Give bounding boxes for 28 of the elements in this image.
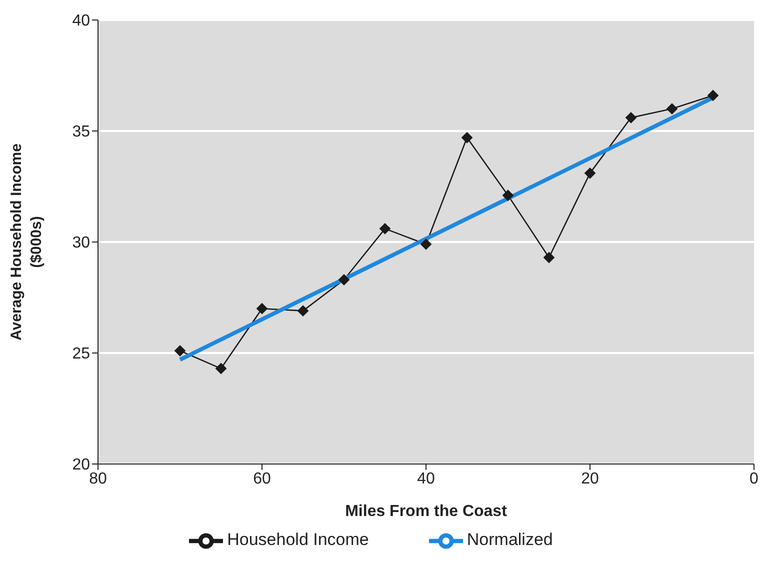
point	[256, 303, 268, 314]
point	[544, 252, 554, 264]
x-axis-title: Miles From the Coast	[345, 503, 508, 520]
legend-label: Household Income	[227, 530, 369, 550]
point	[420, 238, 432, 250]
point	[666, 103, 678, 114]
x-tick-label: 0	[750, 470, 759, 488]
y-tick-label: 20	[72, 456, 90, 474]
point	[708, 90, 718, 101]
x-tick-label: 20	[581, 470, 599, 488]
point	[584, 168, 596, 179]
point	[626, 112, 636, 124]
point	[502, 190, 514, 201]
point	[338, 274, 350, 286]
y-tick-label: 25	[72, 346, 90, 363]
legend-label: Normalized	[466, 530, 553, 550]
point	[298, 305, 308, 316]
y-tick-label: 30	[72, 234, 90, 252]
x-tick-label: 60	[253, 470, 271, 488]
x-tick-label: 40	[417, 470, 435, 488]
y-tick-label: 40	[72, 12, 90, 30]
point	[462, 132, 472, 144]
x-tick-label: 80	[89, 470, 107, 488]
y-tick-label: 35	[72, 124, 90, 141]
point	[216, 363, 226, 374]
point	[174, 345, 186, 356]
y-axis-title: Average Household Income ($000s)	[8, 144, 45, 340]
point	[380, 223, 390, 234]
